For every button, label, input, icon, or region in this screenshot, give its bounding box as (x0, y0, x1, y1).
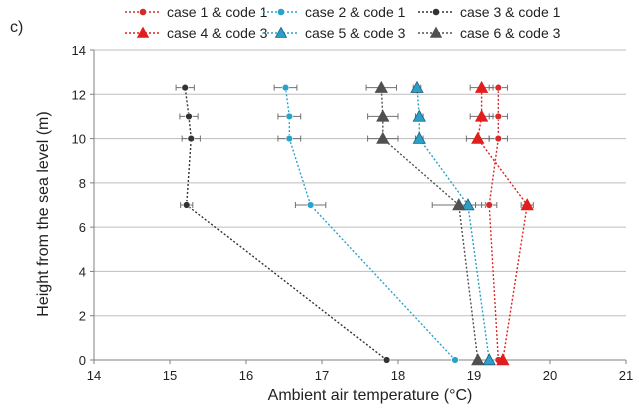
series-line-2 (284, 87, 456, 361)
x-tick-label: 14 (87, 368, 101, 383)
data-point-series-6 (376, 131, 390, 144)
data-point-series-3 (185, 112, 193, 121)
legend-marker (139, 8, 147, 16)
series-lines (184, 87, 528, 361)
data-point-series-2 (451, 356, 459, 364)
y-axis-label: Height from the sea level (m) (35, 111, 52, 316)
legend-marker (429, 26, 443, 38)
data-point-series-5 (482, 353, 496, 366)
data-point-series-3 (183, 201, 191, 209)
y-tick-label: 8 (79, 176, 86, 191)
x-axis-label: Ambient air temperature (°C) (268, 387, 473, 404)
y-tick-label: 10 (72, 132, 86, 147)
legend-label: case 1 & code 1 (167, 4, 268, 20)
data-point-series-4 (471, 131, 485, 144)
y-tick-labels: 0 2 4 6 8 10 12 14 (72, 43, 86, 368)
series-line-5 (416, 87, 490, 361)
x-tick-labels: 14 15 16 17 18 19 20 21 (87, 368, 633, 383)
series-line-3 (184, 87, 388, 361)
data-point-series-2 (306, 201, 315, 209)
x-tick-label: 15 (163, 368, 177, 383)
data-point-series-5 (412, 109, 426, 122)
legend-label: case 5 & code 3 (305, 25, 406, 41)
data-point-series-3 (181, 83, 189, 92)
legend-marker (274, 26, 288, 38)
data-point-series-1 (494, 112, 503, 121)
series-line-1 (488, 87, 500, 361)
x-tick-label: 20 (543, 368, 557, 383)
data-point-series-4 (496, 353, 510, 366)
series-line-6 (380, 87, 479, 361)
data-point-series-6 (452, 198, 466, 211)
data-point-series-3 (187, 134, 195, 143)
legend-label: case 4 & code 3 (167, 25, 268, 41)
data-point-series-2 (285, 112, 294, 121)
y-tick-label: 2 (79, 309, 86, 324)
data-point-series-2 (285, 134, 294, 143)
x-tick-label: 21 (619, 368, 633, 383)
data-point-series-6 (471, 353, 485, 366)
legend-marker (136, 26, 150, 38)
x-tick-label: 17 (315, 368, 329, 383)
legend-label: case 6 & code 3 (460, 25, 561, 41)
legend-marker (432, 8, 440, 16)
legend-marker (277, 8, 285, 16)
data-point-series-5 (410, 80, 424, 93)
legend-label: case 3 & code 1 (460, 4, 561, 20)
data-point-series-5 (412, 131, 426, 144)
series-markers (181, 80, 534, 366)
gridlines (94, 49, 626, 317)
data-point-series-1 (494, 134, 503, 143)
data-point-series-4 (520, 198, 534, 211)
axes (90, 49, 627, 364)
legend: case 1 & code 1 case 2 & code 1 case 3 & c… (125, 4, 561, 41)
y-tick-label: 4 (79, 264, 86, 279)
y-tick-label: 12 (72, 87, 86, 102)
series-line-4 (477, 87, 528, 361)
y-tick-label: 0 (79, 353, 86, 368)
data-point-series-5 (461, 198, 475, 211)
data-point-series-6 (376, 109, 390, 122)
data-point-series-4 (474, 109, 489, 122)
y-tick-label: 14 (72, 43, 86, 58)
panel-label: c) (10, 19, 23, 36)
y-tick-label: 6 (79, 220, 86, 235)
data-point-series-1 (485, 201, 493, 209)
data-point-series-6 (374, 80, 388, 93)
data-point-series-3 (382, 356, 391, 364)
x-tick-label: 16 (239, 368, 253, 383)
x-tick-label: 18 (391, 368, 405, 383)
data-point-series-2 (281, 83, 290, 92)
error-bars (175, 84, 534, 208)
x-tick-label: 19 (467, 368, 481, 383)
data-point-series-4 (474, 80, 489, 93)
legend-label: case 2 & code 1 (305, 4, 406, 20)
data-point-series-1 (494, 83, 503, 92)
